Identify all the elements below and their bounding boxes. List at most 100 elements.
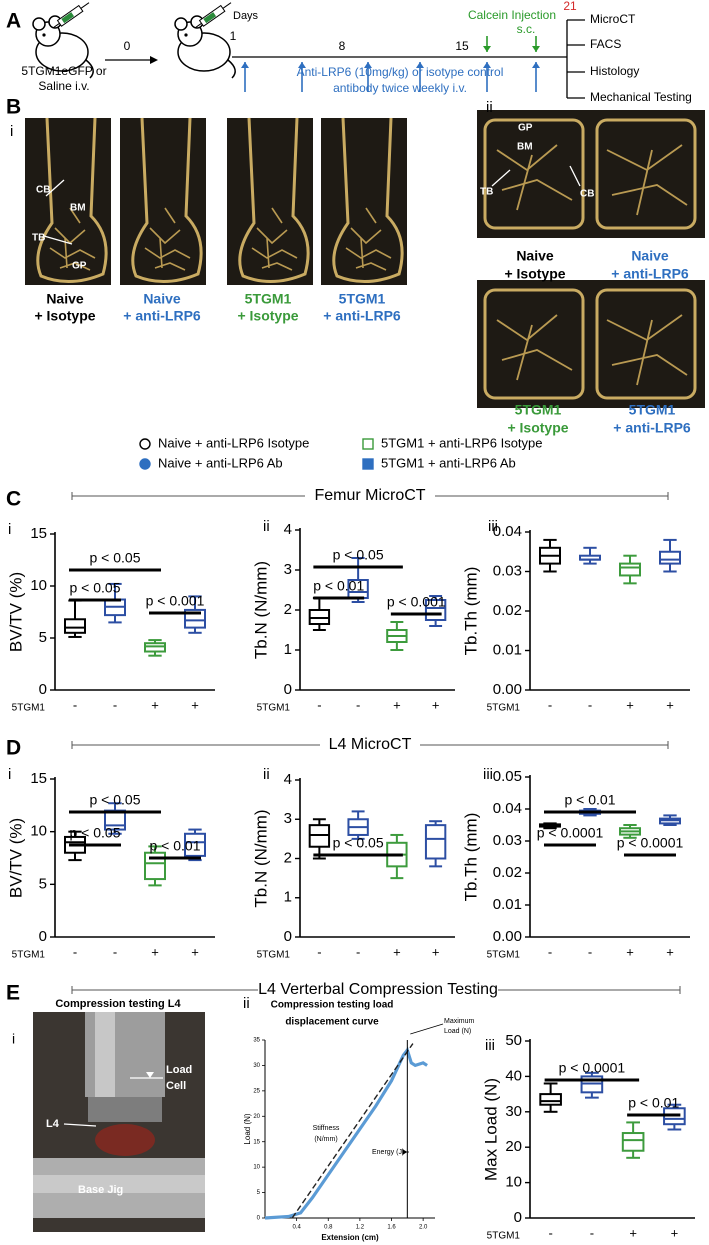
photo-label: Base Jig [78, 1184, 123, 1196]
y-tick-label: 0 [284, 681, 292, 698]
y-tick-label: 2 [284, 849, 292, 866]
sub-label: i [8, 766, 11, 783]
p-value: p < 0.0001 [559, 1060, 626, 1076]
x-tick-label: + [432, 697, 440, 712]
group-label: Naive [516, 248, 554, 264]
x-tick-label: 2.0 [419, 1225, 428, 1231]
sub-label: ii [263, 518, 270, 535]
calcein-text: s.c. [517, 22, 536, 36]
photo-label: Cell [166, 1080, 186, 1092]
p-value: p < 0.001 [146, 593, 205, 609]
box [539, 1093, 562, 1106]
box [621, 1132, 645, 1152]
x-tick-label: + [432, 944, 440, 959]
x-axis-label: 5TGM1 [12, 703, 46, 714]
arrow-head [402, 1149, 408, 1155]
x-tick-label: + [151, 944, 159, 959]
x-tick-label: - [548, 944, 552, 959]
y-tick-label: 0.04 [493, 523, 522, 540]
endpoint: MicroCT [590, 12, 636, 26]
x-tick-label: - [590, 1225, 594, 1240]
p-value: p < 0.0001 [537, 825, 604, 841]
x-tick-label: - [317, 944, 321, 959]
image-annotation: CB [580, 189, 594, 200]
x-tick-label: + [151, 697, 159, 712]
group-label: Naive [46, 291, 84, 307]
arrow-head [150, 56, 158, 64]
photo-label: Load [166, 1064, 192, 1076]
y-tick-label: 5 [39, 875, 47, 892]
x-tick-label: - [356, 944, 360, 959]
y-tick-label: 3 [284, 810, 292, 827]
image-annotation: BM [517, 142, 533, 153]
section-title: L4 Verterbal Compression Testing [258, 981, 498, 998]
endpoint: Mechanical Testing [590, 90, 692, 104]
arrow-head [483, 46, 491, 52]
day-label: 15 [455, 39, 469, 53]
y-tick-label: 0.03 [493, 562, 522, 579]
calcein-text: Calcein Injection [468, 8, 556, 22]
y-axis-label: Tb.Th (mm) [461, 813, 480, 902]
x-tick-label: 1.6 [387, 1225, 396, 1231]
x-axis-label: 5TGM1 [257, 703, 291, 714]
legend-label: 5TGM1 + anti-LRP6 Ab [381, 455, 516, 470]
x-tick-label: - [588, 944, 592, 959]
y-tick-label: 0.00 [493, 681, 522, 698]
y-tick-label: 0.05 [493, 768, 522, 785]
femur-image [118, 116, 208, 287]
x-tick-label: - [317, 697, 321, 712]
panel-label: D [6, 737, 21, 760]
x-tick-label: 0.8 [324, 1225, 333, 1231]
panel-label: C [6, 488, 21, 511]
y-axis-label: Tb.Th (mm) [461, 567, 480, 656]
x-tick-label: + [629, 1225, 637, 1240]
p-value: p < 0.05 [70, 580, 121, 596]
arrow-head [298, 62, 306, 68]
group-label: + anti-LRP6 [323, 308, 401, 324]
x-tick-label: - [113, 697, 117, 712]
vertebra-image [475, 278, 707, 410]
y-tick-label: 40 [505, 1067, 522, 1084]
x-tick-label: - [73, 944, 77, 959]
day-label: 21 [563, 0, 577, 13]
y-tick-label: 5 [39, 629, 47, 646]
y-tick-label: 0.04 [493, 800, 522, 817]
x-axis-label: 5TGM1 [487, 1231, 521, 1242]
box [184, 832, 206, 857]
p-value: p < 0.05 [333, 547, 384, 563]
y-axis-label: Max Load (N) [481, 1078, 500, 1181]
y-tick-label: 30 [253, 1063, 260, 1069]
group-label: + Isotype [507, 420, 568, 436]
compression-photo [33, 1012, 205, 1232]
curve-annotation: (N/mm) [314, 1136, 337, 1143]
y-tick-label: 30 [505, 1103, 522, 1120]
y-tick-label: 2 [284, 601, 292, 618]
arrow-head [146, 1072, 154, 1078]
x-tick-label: + [393, 697, 401, 712]
pointer [45, 179, 65, 197]
legend-label: Naive + anti-LRP6 Ab [158, 455, 283, 470]
endpoint: Histology [590, 64, 639, 78]
x-axis-label: 5TGM1 [12, 950, 46, 961]
pointer [491, 169, 511, 187]
box [659, 550, 681, 565]
section-title: L4 MicroCT [329, 736, 412, 753]
y-tick-label: 5 [257, 1190, 261, 1196]
group-label: + anti-LRP6 [613, 420, 691, 436]
p-value: p < 0.05 [90, 550, 141, 566]
endpoint-bracket [566, 19, 585, 99]
p-value: p < 0.05 [70, 825, 121, 841]
sub-label: ii [486, 99, 493, 116]
y-tick-label: 15 [30, 770, 47, 787]
y-axis-label: BV/TV (%) [6, 572, 25, 652]
y-tick-label: 0.01 [493, 896, 522, 913]
x-tick-label: - [548, 697, 552, 712]
sub-label: ii [243, 995, 250, 1012]
x-tick-label: - [356, 697, 360, 712]
mouse-icon [174, 0, 236, 79]
group-label: 5TGM1 [339, 291, 386, 307]
legend-marker [362, 458, 374, 470]
p-value: p < 0.01 [565, 792, 616, 808]
p-value: p < 0.01 [628, 1095, 679, 1111]
x-axis-label: 5TGM1 [487, 703, 521, 714]
